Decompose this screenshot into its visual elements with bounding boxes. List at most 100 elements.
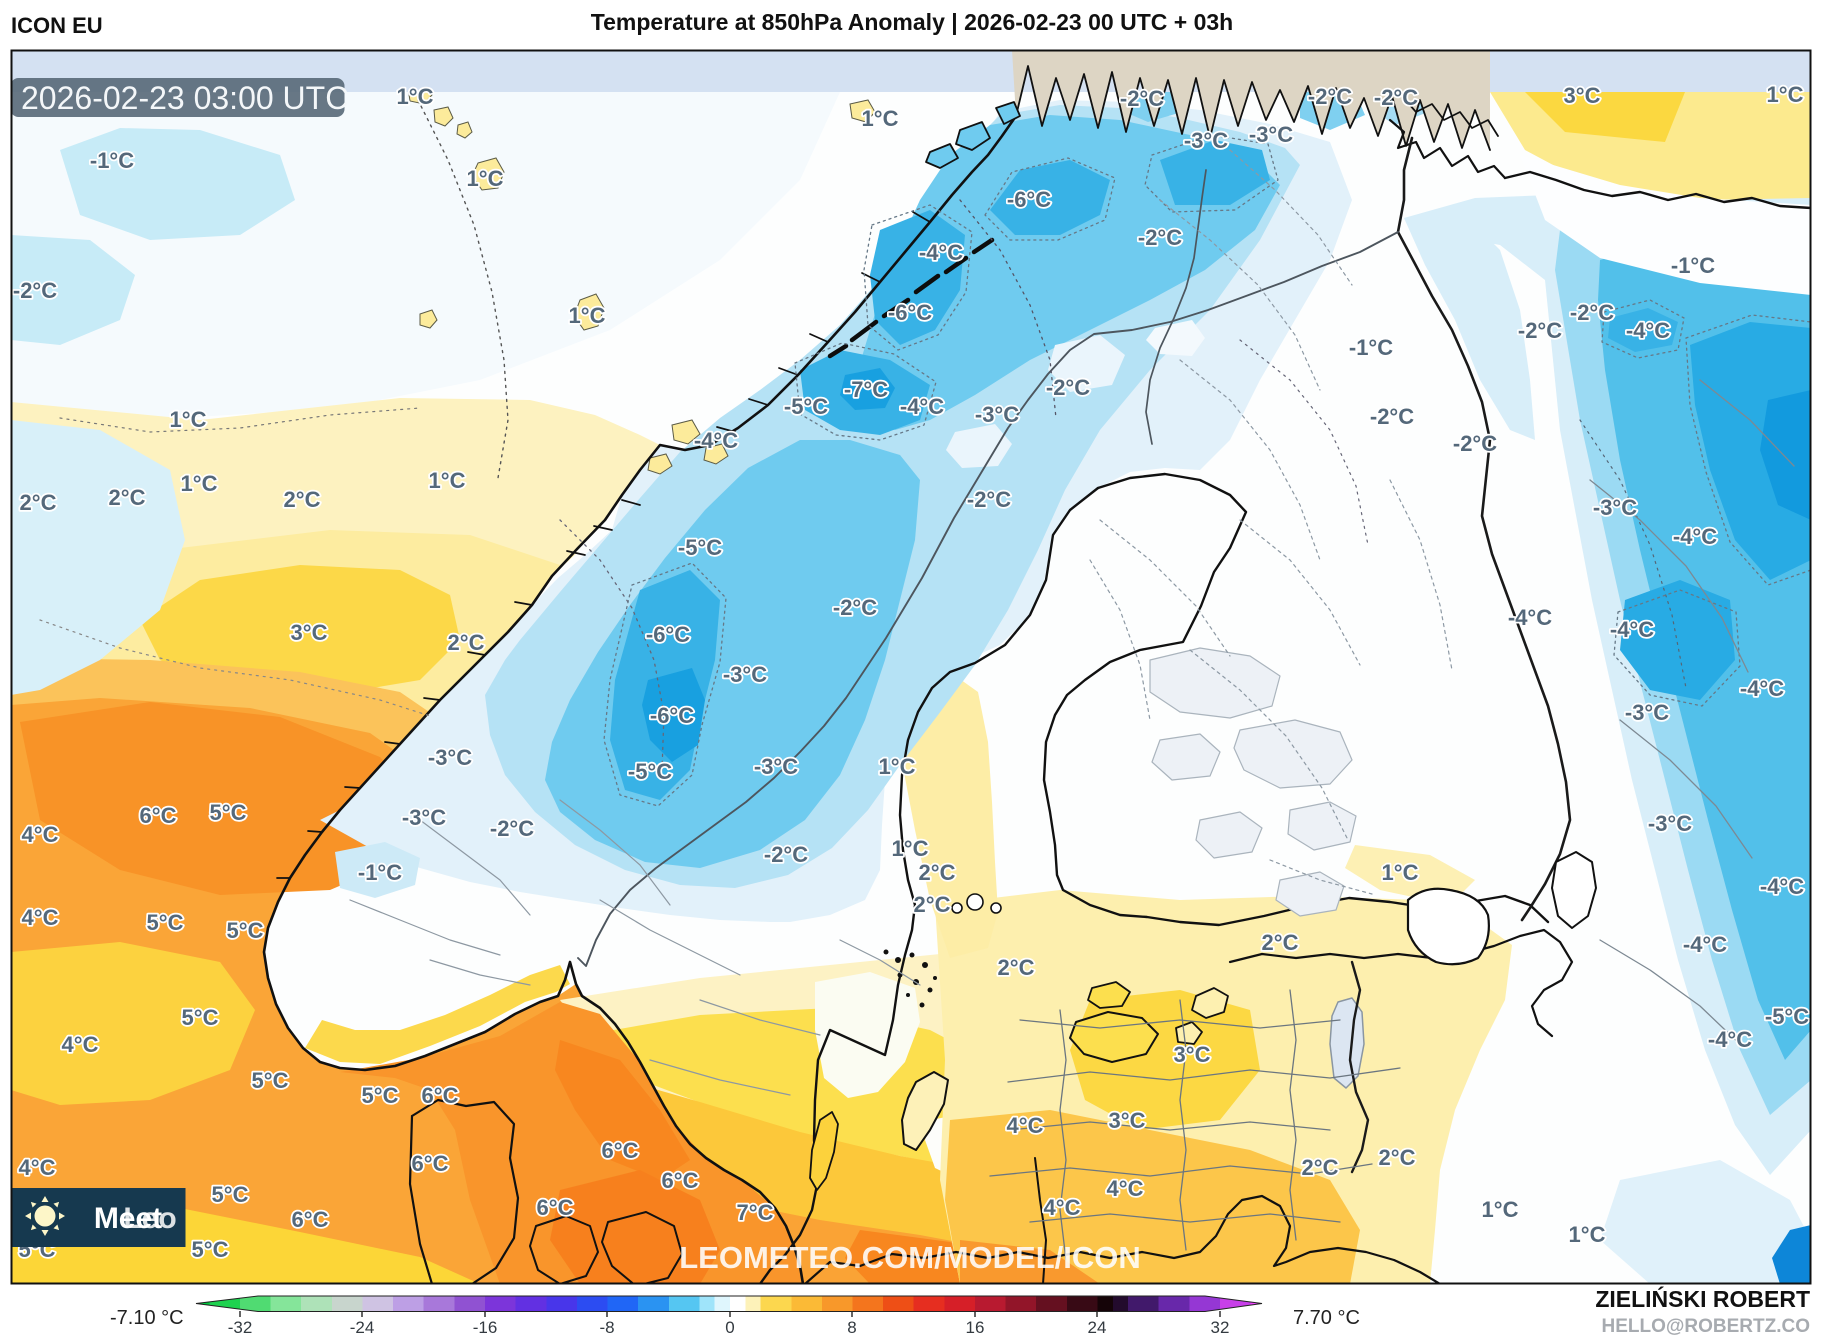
svg-text:-2°C: -2°C [1453, 431, 1497, 456]
svg-text:1°C: 1°C [467, 166, 504, 191]
svg-text:2°C: 2°C [448, 630, 485, 655]
svg-text:4°C: 4°C [1007, 1113, 1044, 1138]
svg-text:-4°C: -4°C [1760, 874, 1804, 899]
svg-text:ZIELIŃSKI ROBERT: ZIELIŃSKI ROBERT [1595, 1285, 1810, 1312]
svg-text:HELLO@ROBERTZ.CO: HELLO@ROBERTZ.CO [1601, 1316, 1810, 1337]
svg-text:1°C: 1°C [1382, 860, 1419, 885]
svg-text:6°C: 6°C [662, 1168, 699, 1193]
svg-text:4°C: 4°C [1044, 1195, 1081, 1220]
svg-text:2°C: 2°C [20, 490, 57, 515]
svg-text:1°C: 1°C [1569, 1222, 1606, 1247]
svg-text:24: 24 [1088, 1318, 1107, 1337]
svg-text:5°C: 5°C [362, 1083, 399, 1108]
svg-text:2°C: 2°C [1302, 1155, 1339, 1180]
svg-text:-4°C: -4°C [919, 240, 963, 265]
svg-text:-6°C: -6°C [650, 703, 694, 728]
svg-text:-2°C: -2°C [1138, 225, 1182, 250]
svg-text:5°C: 5°C [252, 1068, 289, 1093]
svg-text:5°C: 5°C [192, 1237, 229, 1262]
svg-text:2°C: 2°C [109, 485, 146, 510]
svg-text:2°C: 2°C [919, 860, 956, 885]
svg-text:-2°C: -2°C [1308, 84, 1352, 109]
svg-text:-3°C: -3°C [1593, 495, 1637, 520]
svg-text:-7°C: -7°C [844, 377, 888, 402]
svg-text:1°C: 1°C [429, 468, 466, 493]
svg-text:-32: -32 [228, 1318, 253, 1337]
svg-text:-2°C: -2°C [1518, 318, 1562, 343]
svg-text:4°C: 4°C [22, 822, 59, 847]
svg-text:1°C: 1°C [862, 106, 899, 131]
svg-text:2°C: 2°C [284, 487, 321, 512]
svg-text:-4°C: -4°C [1683, 932, 1727, 957]
svg-text:2°C: 2°C [914, 892, 951, 917]
svg-text:2°C: 2°C [1379, 1145, 1416, 1170]
svg-text:ICON EU: ICON EU [11, 13, 103, 38]
svg-text:-2°C: -2°C [1374, 85, 1418, 110]
svg-text:-3°C: -3°C [402, 805, 446, 830]
svg-text:-2°C: -2°C [1370, 404, 1414, 429]
svg-text:1°C: 1°C [181, 471, 218, 496]
svg-text:-3°C: -3°C [1249, 122, 1293, 147]
svg-text:3°C: 3°C [1174, 1042, 1211, 1067]
svg-text:-5°C: -5°C [678, 535, 722, 560]
svg-text:-4°C: -4°C [1708, 1027, 1752, 1052]
svg-text:-4°C: -4°C [900, 394, 944, 419]
svg-text:7°C: 7°C [737, 1200, 774, 1225]
svg-text:1°C: 1°C [397, 84, 434, 109]
svg-text:-4°C: -4°C [1626, 318, 1670, 343]
svg-text:1°C: 1°C [569, 303, 606, 328]
svg-text:-6°C: -6°C [888, 300, 932, 325]
svg-text:6°C: 6°C [140, 803, 177, 828]
svg-text:6°C: 6°C [537, 1195, 574, 1220]
svg-text:6°C: 6°C [602, 1138, 639, 1163]
svg-text:2°C: 2°C [998, 955, 1035, 980]
svg-text:-3°C: -3°C [1625, 700, 1669, 725]
svg-text:-5°C: -5°C [628, 759, 672, 784]
svg-text:-2°C: -2°C [1046, 375, 1090, 400]
svg-text:16: 16 [966, 1318, 985, 1337]
svg-text:1°C: 1°C [170, 407, 207, 432]
svg-text:6°C: 6°C [412, 1151, 449, 1176]
svg-text:-4°C: -4°C [1508, 605, 1552, 630]
svg-text:-1°C: -1°C [1349, 335, 1393, 360]
svg-text:-1°C: -1°C [90, 148, 134, 173]
svg-text:-7.10 °C: -7.10 °C [110, 1307, 184, 1329]
svg-text:3°C: 3°C [291, 620, 328, 645]
svg-text:1°C: 1°C [1767, 82, 1804, 107]
svg-text:-3°C: -3°C [723, 662, 767, 687]
svg-text:1°C: 1°C [879, 754, 916, 779]
svg-text:-2°C: -2°C [1570, 300, 1614, 325]
svg-text:-3°C: -3°C [1184, 128, 1228, 153]
svg-text:-6°C: -6°C [1007, 187, 1051, 212]
svg-text:6°C: 6°C [292, 1207, 329, 1232]
svg-text:-2°C: -2°C [833, 595, 877, 620]
svg-text:-2°C: -2°C [967, 487, 1011, 512]
svg-text:-1°C: -1°C [358, 860, 402, 885]
svg-text:-4°C: -4°C [694, 428, 738, 453]
svg-text:4°C: 4°C [1107, 1176, 1144, 1201]
svg-text:5°C: 5°C [182, 1005, 219, 1030]
svg-text:2026-02-23 03:00 UTC: 2026-02-23 03:00 UTC [21, 80, 348, 116]
svg-text:2°C: 2°C [1262, 930, 1299, 955]
svg-text:-24: -24 [350, 1318, 375, 1337]
svg-text:Meet: Meet [94, 1202, 162, 1235]
svg-text:-1°C: -1°C [1671, 253, 1715, 278]
svg-text:5°C: 5°C [212, 1182, 249, 1207]
svg-text:-16: -16 [473, 1318, 498, 1337]
svg-text:-3°C: -3°C [754, 754, 798, 779]
svg-text:0: 0 [725, 1318, 734, 1337]
svg-text:32: 32 [1211, 1318, 1230, 1337]
svg-text:-3°C: -3°C [1648, 811, 1692, 836]
svg-text:LEOMETEO.COM/MODEL/ICON: LEOMETEO.COM/MODEL/ICON [679, 1240, 1141, 1275]
svg-text:7.70 °C: 7.70 °C [1293, 1307, 1360, 1329]
svg-text:4°C: 4°C [19, 1155, 56, 1180]
svg-text:-2°C: -2°C [13, 278, 57, 303]
svg-text:4°C: 4°C [22, 905, 59, 930]
svg-text:8: 8 [847, 1318, 856, 1337]
svg-text:4°C: 4°C [62, 1032, 99, 1057]
svg-text:-3°C: -3°C [428, 745, 472, 770]
svg-text:6°C: 6°C [422, 1083, 459, 1108]
svg-text:-2°C: -2°C [1120, 86, 1164, 111]
svg-text:3°C: 3°C [1109, 1108, 1146, 1133]
svg-text:-2°C: -2°C [490, 816, 534, 841]
